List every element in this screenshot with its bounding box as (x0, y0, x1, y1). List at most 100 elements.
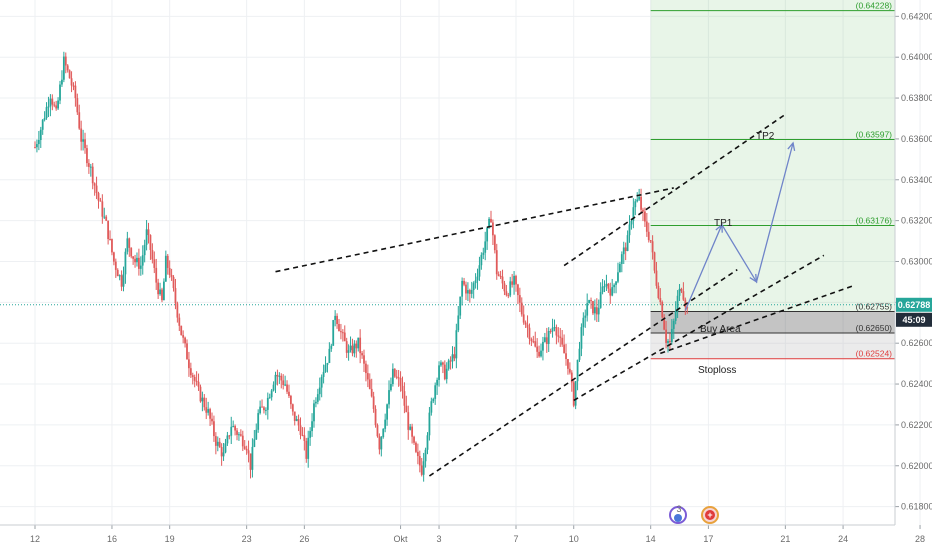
candle-body (468, 290, 471, 294)
price-axis[interactable]: 0.618000.620000.622000.624000.626000.628… (894, 0, 932, 525)
candle-body (334, 315, 337, 321)
countdown-badge (896, 312, 932, 327)
x-tick-label: 12 (30, 534, 40, 544)
candle-body (522, 314, 525, 323)
candle-body (39, 129, 42, 140)
candle-body (361, 353, 363, 356)
candle-body (103, 216, 106, 218)
projection-arrowhead (715, 223, 723, 233)
projection-path[interactable] (684, 142, 794, 311)
candle-body (293, 411, 296, 421)
candle-body (520, 302, 523, 315)
candle-body (145, 229, 148, 245)
projection-arrowhead (787, 141, 796, 151)
candle-body (276, 374, 279, 377)
candle-body (143, 244, 146, 256)
candle-body (295, 419, 298, 421)
candle-body (203, 397, 206, 408)
candle-body (118, 275, 121, 277)
current-price-label: 0.62788 (898, 300, 931, 310)
candle-body (507, 295, 510, 297)
current-price-badge[interactable] (896, 297, 932, 312)
candle-body (403, 391, 406, 406)
candle-body (259, 406, 262, 414)
candle-body (611, 287, 614, 296)
candle-body (191, 375, 194, 377)
candle-body (517, 284, 519, 296)
level-lines: (0.64228) (0.63597) (0.63176) (0.62755) (0.6… (0, 1, 895, 360)
candle-body (245, 448, 248, 451)
candle-body (153, 259, 156, 268)
candle-body (161, 289, 163, 301)
candle-body (418, 456, 421, 466)
candle-body (303, 435, 306, 441)
candle-body (680, 288, 683, 292)
candle-body (109, 239, 111, 241)
tp2-label: TP2 (756, 131, 775, 142)
candle-body (128, 238, 131, 248)
candle-body (486, 227, 489, 242)
zones (650, 0, 895, 359)
candle-body (170, 274, 173, 277)
candle-body (332, 320, 335, 346)
candle-body (324, 364, 327, 372)
x-tick-label: 7 (513, 534, 518, 544)
candle-body (338, 324, 340, 332)
candle-body (209, 409, 211, 419)
trend-line[interactable] (275, 187, 674, 273)
trend-line[interactable] (573, 254, 825, 402)
candle-body (492, 222, 494, 236)
candle-body (661, 302, 664, 318)
candle-body (139, 265, 142, 269)
trend-line[interactable] (660, 285, 853, 355)
candle-body (97, 193, 100, 201)
candle-body (45, 107, 48, 119)
candle-body (443, 364, 446, 380)
candle-body (445, 368, 448, 380)
candle-body (270, 390, 273, 398)
event-plus: + (707, 510, 712, 520)
candle-body (551, 327, 554, 332)
candle-body (601, 286, 604, 293)
candle-body (438, 365, 440, 380)
candle-body (415, 442, 417, 452)
candle-body (572, 382, 575, 406)
candle-body (78, 112, 81, 129)
candle-body (320, 376, 323, 388)
candle-body (114, 261, 117, 270)
time-axis[interactable]: 12 16 19 23 26 Okt 3 7 10 14 17 21 24 28 (0, 524, 925, 544)
candle-body (490, 218, 492, 223)
candle-body (665, 329, 667, 343)
candle-body (43, 118, 46, 120)
candle-body (401, 385, 404, 392)
candle-body (286, 384, 288, 392)
candle-body (255, 429, 258, 440)
candle-body (345, 341, 348, 353)
candle-body (428, 412, 431, 436)
candle-body (126, 238, 129, 252)
x-tick-label: 26 (299, 534, 309, 544)
candle-body (592, 301, 594, 314)
candle-body (395, 376, 398, 378)
candle-body (526, 324, 529, 328)
y-tick-label: 0.61800 (901, 502, 932, 512)
candle-body (66, 65, 69, 71)
candle-body (568, 368, 571, 373)
candle-body (137, 257, 140, 269)
candle-body (95, 185, 98, 194)
candle-body (493, 235, 496, 251)
candle-body (41, 119, 44, 130)
candle-body (476, 276, 479, 281)
candle-body (70, 78, 73, 86)
candle-body (315, 401, 317, 404)
candle-body (678, 288, 681, 296)
candle-body (559, 336, 562, 338)
trend-line[interactable] (428, 268, 738, 477)
candle-body (264, 409, 267, 411)
candle-body (226, 435, 229, 444)
candle-body (524, 322, 527, 325)
candle-body (382, 428, 385, 438)
candle-body (617, 272, 619, 282)
candle-body (622, 247, 625, 255)
